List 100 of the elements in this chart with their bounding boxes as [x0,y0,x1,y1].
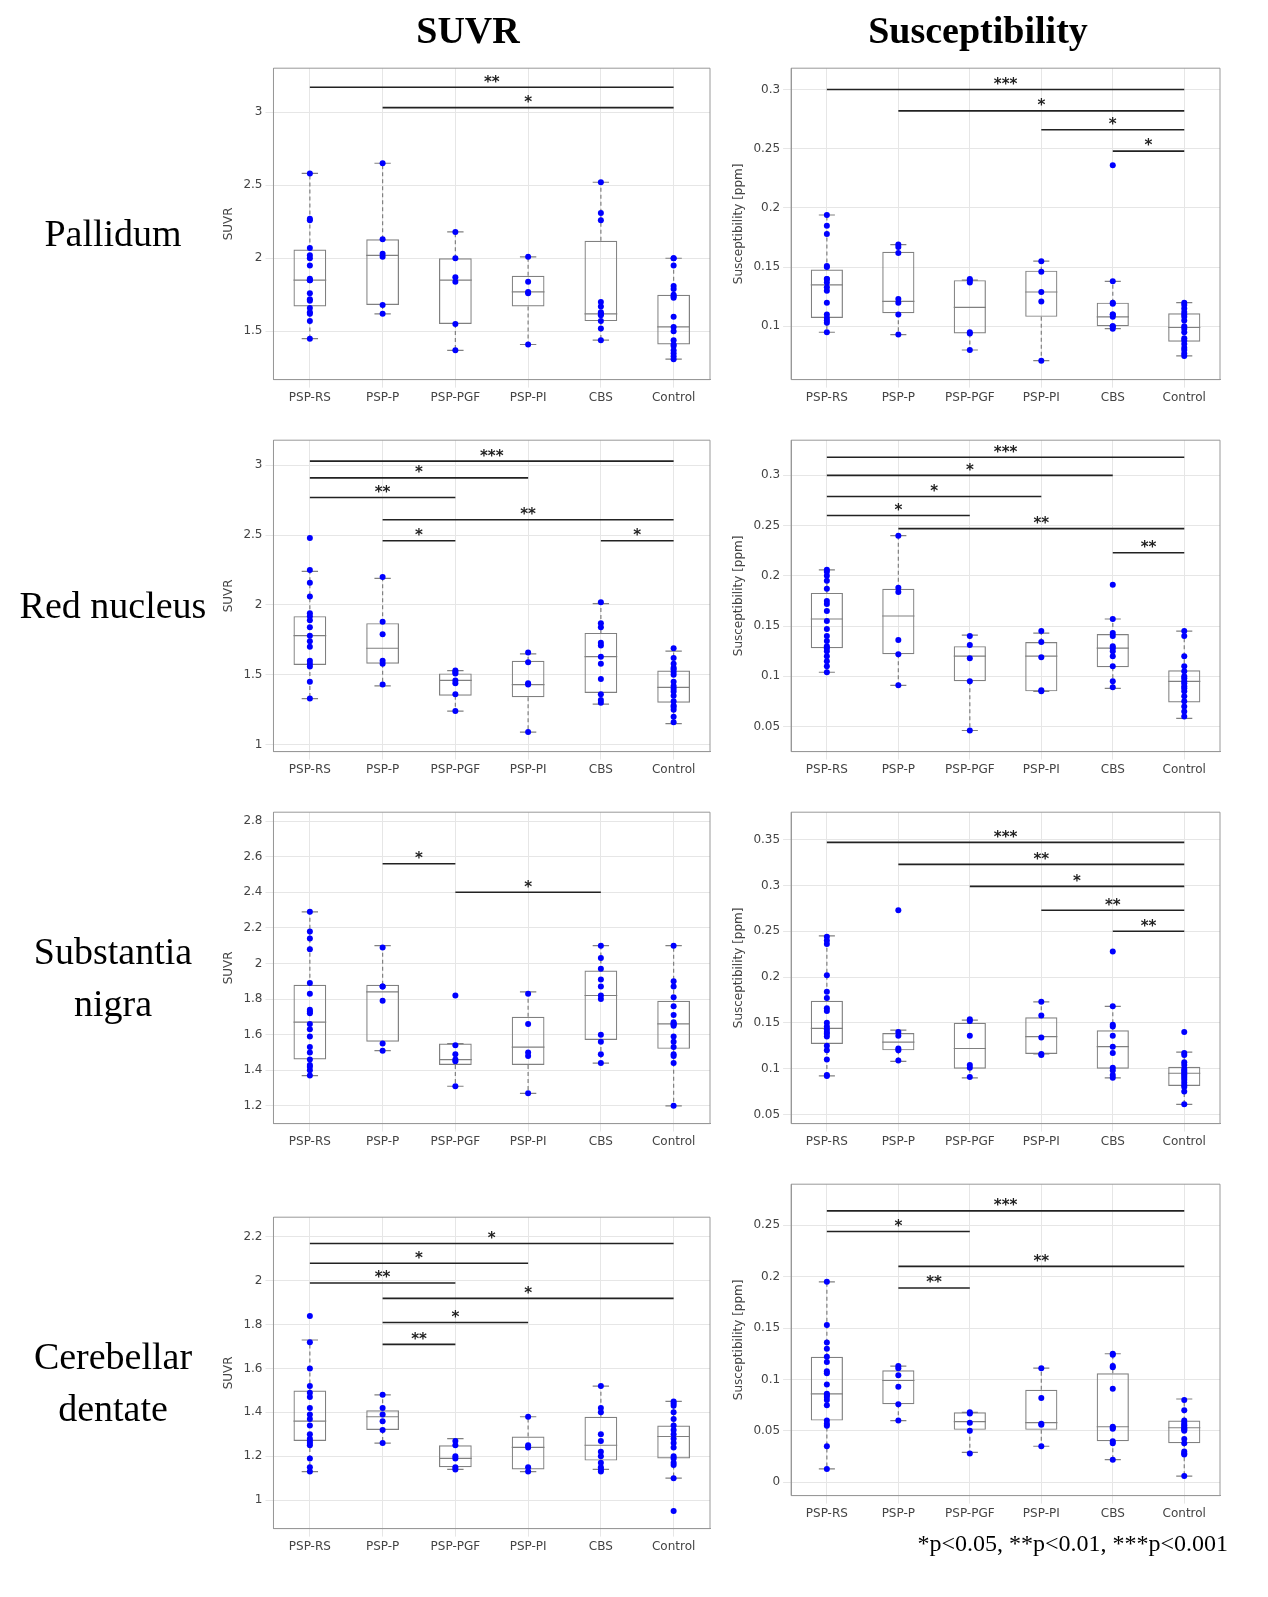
annotation: * [415,526,424,545]
annotation: * [965,460,974,479]
x-tick-label: PSP-PGF [945,389,995,404]
y-tick-label: 0.3 [761,877,781,892]
annotation: * [894,500,903,519]
y-tick-label: 3 [254,104,263,119]
y-axis-title: SUVR [221,951,236,985]
y-tick-label: 0.2 [761,200,781,215]
x-tick-label: PSP-P [365,1538,400,1553]
x-tick-label: Control [1162,761,1206,776]
y-tick-label: 1.8 [243,1316,263,1331]
x-tick-label: PSP-PI [509,1133,547,1148]
annotation: * [633,526,642,545]
y-tick-label: 0.05 [753,1106,781,1121]
annotation: * [524,1283,533,1302]
y-tick-label: 0 [772,1474,781,1489]
y-tick-label: 0.15 [753,1014,781,1029]
annotation: * [1144,136,1153,155]
annotation: ** [1033,1251,1050,1270]
y-tick-label: 2.2 [243,919,263,934]
y-tick-label: 2.8 [243,813,263,828]
annotation: * [524,877,533,896]
y-tick-label: 0.2 [761,969,781,984]
y-tick-label: 2.5 [243,177,263,192]
annotation: * [894,1216,903,1235]
x-tick-label: CBS [588,761,613,776]
text: Red nucleus [18,583,208,628]
x-tick-label: Control [651,1133,696,1148]
y-axis-title: SUVR [221,1356,236,1390]
x-tick-label: PSP-RS [288,389,331,404]
y-tick-label: 0.3 [761,467,781,482]
y-tick-label: 0.25 [753,1217,781,1232]
x-tick-label: Control [1162,389,1206,404]
x-tick-label: PSP-RS [805,1505,848,1520]
annotation: ** [926,1273,943,1292]
y-tick-label: 2 [254,955,263,970]
x-tick-label: PSP-PGF [430,761,481,776]
y-tick-label: 0.2 [761,567,781,582]
y-tick-label: 0.05 [753,718,781,733]
y-axis-title: Susceptibility [ppm] [731,907,746,1029]
annotation: * [1073,871,1082,890]
y-tick-label: 1 [254,1492,263,1507]
y-tick-label: 2.5 [243,527,263,542]
x-tick-label: PSP-PGF [430,389,481,404]
y-tick-label: 0.1 [761,318,781,333]
x-tick-label: PSP-PGF [945,761,995,776]
text: Cerebellar dentate [32,1334,194,1431]
y-axis-title: SUVR [221,207,236,241]
annotation: ** [1033,513,1050,532]
x-tick-label: PSP-PGF [430,1538,481,1553]
text: Substantia nigra [32,929,194,1026]
annotation: ** [411,1329,427,1348]
y-tick-label: 0.1 [761,1371,781,1386]
y-tick-label: 0.35 [753,831,781,846]
annotation: *** [993,827,1018,846]
annotation: ** [1140,538,1157,557]
annotation: * [415,463,424,482]
annotation: *** [993,1196,1018,1215]
y-tick-label: 0.2 [761,1268,781,1283]
y-tick-label: 0.1 [761,668,781,683]
y-tick-label: 0.25 [753,517,781,532]
y-tick-label: 2.6 [243,848,263,863]
text: Pallidum [43,211,183,256]
annotation: * [487,1228,496,1247]
x-tick-label: Control [1162,1505,1206,1520]
annotation: * [415,849,424,868]
chart-title: SUVR [415,8,521,53]
x-tick-label: PSP-PI [1022,761,1060,776]
x-tick-label: PSP-P [365,389,400,404]
x-tick-label: PSP-PI [1022,1133,1060,1148]
y-tick-label: 1.6 [243,1360,263,1375]
y-tick-label: 1.2 [243,1097,263,1112]
x-tick-label: CBS [1100,389,1125,404]
y-tick-label: 3 [254,457,263,472]
y-tick-label: 1.4 [243,1062,263,1077]
annotation: * [524,93,533,112]
annotation: * [415,1248,424,1267]
x-tick-label: PSP-P [881,1133,916,1148]
y-tick-label: 1.5 [243,323,263,338]
x-tick-label: PSP-RS [805,761,848,776]
y-tick-label: 2 [254,597,263,612]
y-tick-label: 0.3 [761,81,781,96]
y-tick-label: 2.2 [243,1229,263,1244]
x-tick-label: PSP-PI [509,1538,547,1553]
x-tick-label: CBS [1100,761,1125,776]
x-tick-label: PSP-PI [1022,389,1060,404]
y-axis-title: Susceptibility [ppm] [731,1279,746,1401]
chart-title: Susceptibility [867,8,1089,53]
x-tick-label: PSP-P [365,761,400,776]
text: *p<0.05, **p<0.01, ***p<0.001 [916,1530,1228,1557]
x-tick-label: PSP-P [881,761,916,776]
x-tick-label: Control [651,1538,696,1553]
y-tick-label: 1.4 [243,1404,263,1419]
x-tick-label: PSP-RS [288,1538,331,1553]
annotation: ** [1104,895,1121,914]
annotation: ** [374,1268,391,1287]
x-tick-label: PSP-RS [805,389,848,404]
x-tick-label: PSP-P [365,1133,400,1148]
y-tick-label: 0.25 [753,140,781,155]
x-tick-label: CBS [1100,1133,1125,1148]
